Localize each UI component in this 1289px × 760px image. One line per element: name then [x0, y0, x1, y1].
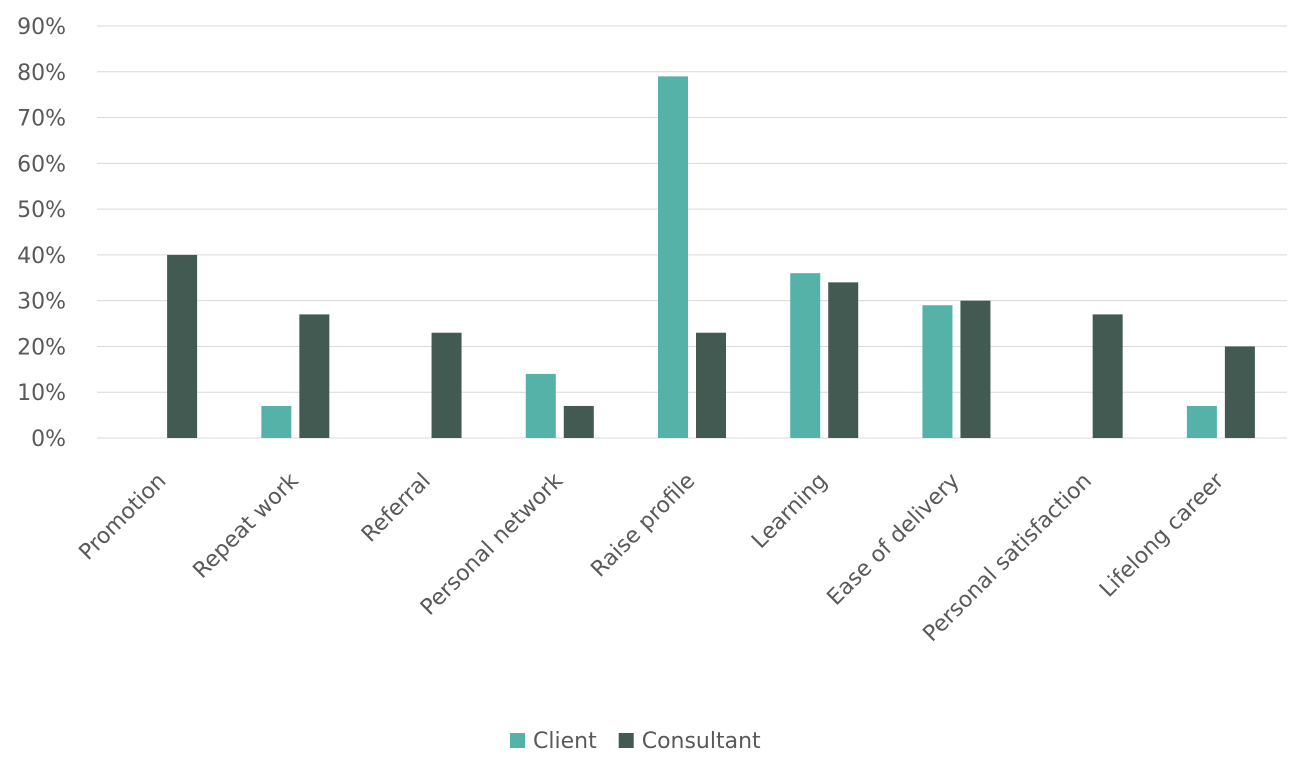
- bar-client: [525, 373, 556, 438]
- gridlines: [97, 25, 1287, 439]
- x-category-label: Ease of delivery: [823, 469, 965, 611]
- legend-label-consultant: Consultant: [642, 729, 761, 754]
- y-tick-label: 60%: [17, 152, 66, 177]
- x-category-label: Lifelong career: [1095, 468, 1230, 603]
- bar-consultant: [960, 300, 991, 438]
- y-tick-label: 50%: [17, 198, 66, 223]
- y-axis-ticks: 0% 10% 20% 30% 40% 50% 60% 70% 80% 90%: [17, 15, 66, 452]
- x-category-label: Referral: [357, 469, 436, 548]
- legend: Client Consultant: [510, 729, 761, 754]
- bar-consultant: [696, 332, 726, 438]
- y-tick-label: 0%: [31, 427, 66, 452]
- x-category-label: Repeat work: [189, 468, 304, 583]
- bar-consultant: [1224, 346, 1255, 438]
- bar-consultant: [828, 282, 859, 438]
- y-tick-label: 90%: [17, 15, 66, 40]
- bars: [167, 76, 1255, 438]
- x-category-label: Learning: [747, 469, 832, 554]
- x-category-label: Personal network: [416, 468, 568, 620]
- y-tick-label: 20%: [17, 335, 66, 360]
- x-category-label: Promotion: [75, 469, 172, 566]
- y-tick-label: 80%: [17, 61, 66, 86]
- x-category-label: Raise profile: [586, 469, 700, 583]
- legend-label-client: Client: [533, 729, 597, 754]
- bar-consultant: [167, 254, 198, 438]
- y-tick-label: 70%: [17, 107, 66, 132]
- bar-consultant: [431, 332, 462, 438]
- bar-client: [1186, 405, 1217, 438]
- y-tick-label: 10%: [17, 381, 66, 406]
- bar-client: [261, 405, 292, 438]
- bar-client: [790, 273, 821, 438]
- y-tick-label: 30%: [17, 290, 66, 315]
- legend-swatch-consultant: [618, 733, 634, 748]
- bar-consultant: [563, 405, 594, 438]
- bar-client: [922, 305, 953, 438]
- bar-consultant: [1092, 314, 1123, 438]
- bar-consultant: [299, 314, 330, 438]
- y-tick-label: 40%: [17, 244, 66, 269]
- legend-swatch-client: [510, 733, 525, 748]
- bar-client: [658, 76, 688, 438]
